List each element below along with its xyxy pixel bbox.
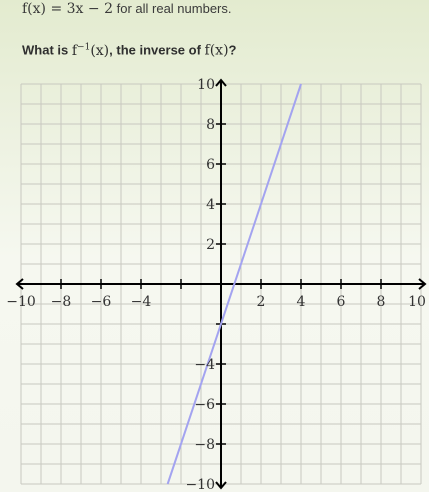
question-text: What is f−1(x), the inverse of f(x)? <box>22 42 237 59</box>
function-math: f(x) <box>204 42 229 59</box>
x-tick-label: 2 <box>257 294 266 310</box>
x-tick-label: −4 <box>131 294 152 310</box>
axes <box>15 78 427 490</box>
y-tick-label: −8 <box>194 437 215 453</box>
definition-math: f(x) = 3x − 2 <box>22 1 113 17</box>
x-axis-arrow-left <box>15 278 24 290</box>
question-suffix: ? <box>228 42 237 58</box>
x-axis-arrow-right <box>418 278 427 290</box>
x-tick-label: 6 <box>337 294 346 310</box>
y-tick-label: 2 <box>206 237 215 253</box>
function-definition: f(x) = 3x − 2 for all real numbers. <box>22 1 232 17</box>
definition-text: for all real numbers. <box>116 1 232 16</box>
y-tick-label: 6 <box>206 157 215 173</box>
tick-labels: −10 −8 −6 −4 2 4 6 8 10 10 8 6 4 2 −4 −6 −8 −10 <box>6 78 426 492</box>
y-tick-label: −4 <box>194 357 215 373</box>
x-tick-label: 8 <box>377 294 386 310</box>
inverse-superscript: −1 <box>77 42 91 52</box>
y-axis-arrow-down <box>215 481 227 490</box>
question-prefix: What is <box>22 42 69 58</box>
inverse-f: f <box>71 42 78 59</box>
inverse-arg: (x) <box>90 42 110 59</box>
question-middle: , the inverse of <box>109 42 201 58</box>
y-axis-arrow-up <box>215 78 227 87</box>
y-tick-label: −10 <box>185 477 215 492</box>
y-tick-label: 10 <box>197 78 215 93</box>
inverse-function-math: f−1(x) <box>71 42 110 59</box>
x-tick-label: −6 <box>91 294 112 310</box>
y-tick-label: −6 <box>194 397 215 413</box>
y-tick-label: 8 <box>206 117 215 133</box>
x-tick-label: −10 <box>6 294 36 310</box>
plot-series <box>166 83 302 485</box>
x-tick-label: 4 <box>297 294 306 310</box>
y-tick-label: 4 <box>206 197 215 213</box>
series-line <box>166 83 302 485</box>
x-tick-label: 10 <box>408 294 426 310</box>
coordinate-graph[interactable]: −10 −8 −6 −4 2 4 6 8 10 10 8 6 4 2 −4 −6 −8 −10 <box>0 78 429 492</box>
x-tick-label: −8 <box>51 294 72 310</box>
